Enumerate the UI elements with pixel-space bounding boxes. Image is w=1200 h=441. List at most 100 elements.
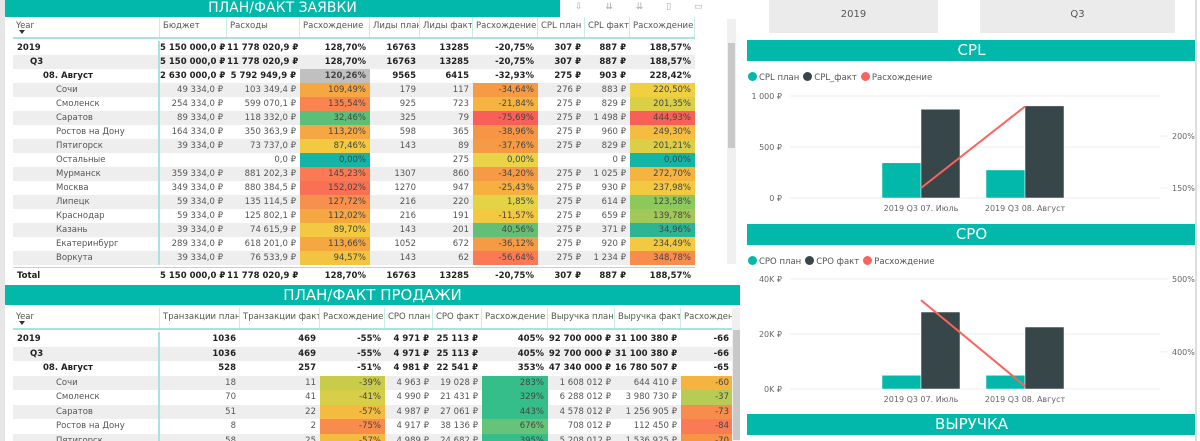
- column-header[interactable]: Лиды план: [370, 17, 420, 37]
- legend-item[interactable]: CPL_факт: [803, 72, 857, 83]
- table-row[interactable]: Q3 5 150 000,0 ₽11 778 020,9 ₽ 128,70% 1676…: [13, 55, 695, 69]
- legend-label: CPO факт: [816, 257, 860, 267]
- table-row[interactable]: Ростов на Дону 8 2 -75% 4 917 ₽ 38 136 ₽ 676% 7…: [13, 419, 733, 434]
- column-header[interactable]: Расхождение: [681, 308, 733, 328]
- table-row[interactable]: Саратов 51 22 -57% 4 987 ₽ 27 061 ₽ 443% 4 578 …: [13, 404, 733, 419]
- legend-item[interactable]: Расхождение: [860, 72, 932, 83]
- table-row[interactable]: Сочи 18 11 -39% 4 963 ₽ 19 028 ₽ 283% 1 608 012…: [13, 375, 733, 390]
- table-cell: 89,70%: [300, 223, 370, 237]
- table-cell: 16763: [386, 57, 416, 67]
- row-label: 08. Август: [13, 361, 160, 376]
- table-cell: 708 012 ₽: [567, 421, 611, 431]
- column-header[interactable]: Расхождение: [300, 17, 370, 37]
- legend-item[interactable]: Расхождение: [863, 256, 935, 267]
- table-cell: 598: [399, 127, 416, 137]
- table-cell: 405%: [517, 334, 544, 344]
- table-row[interactable]: Смоленск 70 41 -41% 4 990 ₽ 21 431 ₽ 329% 6 288…: [13, 390, 733, 405]
- row-label: Москва: [13, 181, 160, 195]
- table-row[interactable]: 08. Август 528 257 -51% 4 981 ₽ 22 541 ₽ 353% 4…: [13, 361, 733, 376]
- table-row[interactable]: Казань 39 334,0 ₽ 74 615,9 ₽ 89,70% 143 201 40…: [13, 223, 695, 237]
- column-header[interactable]: CPL план: [538, 17, 585, 37]
- table-cell: 201,35%: [630, 97, 695, 111]
- column-header[interactable]: Расхождение: [482, 308, 548, 328]
- sales-table-title: ПЛАН/ФАКТ ПРОДАЖИ: [5, 285, 740, 305]
- column-header[interactable]: Расхождение: [320, 308, 385, 328]
- column-header[interactable]: Выручка факт: [615, 308, 681, 328]
- column-header[interactable]: Year: [13, 17, 160, 37]
- column-header[interactable]: Транзакции план: [160, 308, 240, 328]
- legend-item[interactable]: CPO план: [748, 256, 801, 267]
- table-row[interactable]: Q3 1036 469 -55% 4 971 ₽ 25 113 ₽ 405% 92 700 0…: [13, 346, 733, 361]
- table-row[interactable]: Ростов на Дону 164 334,0 ₽ 350 363,9 ₽ 113,…: [13, 125, 695, 139]
- table-row[interactable]: 08. Август 2 630 000,0 ₽ 5 792 949,9 ₽ 120,…: [13, 69, 695, 83]
- table-row[interactable]: Москва 349 334,0 ₽ 880 384,5 ₽ 152,02% 1270 9…: [13, 181, 695, 195]
- table-cell: 275 ₽: [556, 253, 581, 263]
- table-row[interactable]: Пятигорск 39 334,0 ₽ 73 737,0 ₽ 87,46% 143 89…: [13, 139, 695, 153]
- column-header[interactable]: Year: [13, 308, 160, 328]
- year-slicer[interactable]: 2019: [769, 0, 938, 33]
- quarter-slicer[interactable]: Q3: [980, 0, 1175, 33]
- table-cell: -66: [713, 348, 729, 359]
- table-row[interactable]: 2019 5 150 000,0 ₽11 778 020,9 ₽ 128,70% 16…: [13, 41, 695, 55]
- table-cell: 5 792 949,9 ₽: [230, 71, 296, 81]
- table-cell: -57%: [320, 404, 385, 419]
- table-cell: 0 ₽: [612, 155, 626, 165]
- legend-item[interactable]: CPL план: [748, 72, 799, 83]
- table-cell: 34,96%: [630, 223, 695, 237]
- visual-header-icons[interactable]: ⇩ ⇊ ⇊ ▯ ▭: [575, 2, 713, 12]
- sales-table-scrollbar[interactable]: [732, 308, 741, 441]
- table-cell: 4 990 ₽: [396, 392, 429, 402]
- table-cell: 365: [452, 127, 469, 137]
- table-row[interactable]: Воркута 39 334,0 ₽ 76 533,9 ₽ 94,57% 143 62 -5…: [13, 251, 695, 265]
- bar-plan: [881, 162, 922, 199]
- table-cell: 1052: [394, 239, 416, 249]
- column-header[interactable]: Расходы: [227, 17, 300, 37]
- table-row[interactable]: Остальные 0,0 ₽ 0,00% 275 0,00% 0 ₽ 0,00%: [13, 153, 695, 167]
- sort-descending-icon[interactable]: [19, 321, 25, 325]
- table-cell: 31 100 380 ₽: [615, 334, 678, 344]
- table-cell: 13285: [439, 57, 469, 67]
- scrollbar-thumb[interactable]: [733, 330, 740, 440]
- row-label: Пятигорск: [13, 433, 160, 441]
- leads-table-scrollbar[interactable]: [727, 19, 736, 264]
- table-cell: 73 737,0 ₽: [250, 141, 296, 151]
- cpo-chart: 0K ₽ 20K ₽ 40K ₽ 400% 500% 2019 Q3 07. Июль 20…: [759, 275, 1195, 404]
- table-cell: 0,00%: [473, 153, 538, 167]
- table-cell: 143: [399, 253, 416, 263]
- table-row[interactable]: Саратов 89 334,0 ₽ 118 332,0 ₽ 32,46% 325 79-…: [13, 111, 695, 125]
- table-row[interactable]: Смоленск 254 334,0 ₽ 599 070,1 ₽ 135,54% 925…: [13, 97, 695, 111]
- legend-item[interactable]: CPO факт: [805, 256, 859, 267]
- column-header[interactable]: Транзакции факт: [240, 308, 320, 328]
- table-row[interactable]: Мурманск 359 334,0 ₽ 881 202,3 ₽ 145,23% 130…: [13, 167, 695, 181]
- legend-marker-icon: [748, 72, 757, 81]
- table-cell: 960 ₽: [601, 127, 626, 137]
- table-cell: 676%: [482, 419, 548, 434]
- table-cell: 469: [298, 334, 316, 344]
- column-header[interactable]: Расхождение: [630, 17, 695, 37]
- column-header[interactable]: CPO план: [385, 308, 433, 328]
- row-label: 2019: [13, 332, 160, 347]
- table-cell: 113,66%: [300, 237, 370, 251]
- table-row[interactable]: Краснодар 59 334,0 ₽ 125 802,1 ₽ 112,02% 216…: [13, 209, 695, 223]
- bar-fact: [920, 311, 961, 390]
- column-header[interactable]: CPL факт: [585, 17, 630, 37]
- table-row[interactable]: Пятигорск 58 25 -57% 4 989 ₽ 24 682 ₽ 395% 5 20…: [13, 433, 733, 441]
- column-header[interactable]: Лиды факт: [420, 17, 473, 37]
- row-label: Липецк: [13, 195, 160, 209]
- y-tick-label: 500 ₽: [759, 143, 782, 152]
- table-cell: 51: [225, 406, 236, 417]
- column-header[interactable]: Выручка план: [548, 308, 615, 328]
- table-cell: 275 ₽: [556, 127, 581, 137]
- table-row[interactable]: Липецк 59 334,0 ₽ 135 114,5 ₽ 127,72% 216 220…: [13, 195, 695, 209]
- table-row[interactable]: 2019 1036 469 -55% 4 971 ₽ 25 113 ₽ 405% 92 700…: [13, 332, 733, 347]
- table-row[interactable]: Сочи 49 334,0 ₽ 103 349,4 ₽ 109,49% 179 117 -3…: [13, 83, 695, 97]
- table-row[interactable]: Екатеринбург 289 334,0 ₽ 618 201,0 ₽ 113,66…: [13, 237, 695, 251]
- sort-descending-icon[interactable]: [19, 30, 25, 34]
- scrollbar-thumb[interactable]: [728, 43, 735, 148]
- table-cell: 395%: [482, 433, 548, 441]
- table-cell: 112,02%: [300, 209, 370, 223]
- column-header[interactable]: Бюджет: [160, 17, 227, 37]
- column-header[interactable]: Расхождение: [473, 17, 538, 37]
- column-header[interactable]: CPO факт: [433, 308, 482, 328]
- row-label: Ростов на Дону: [13, 419, 160, 434]
